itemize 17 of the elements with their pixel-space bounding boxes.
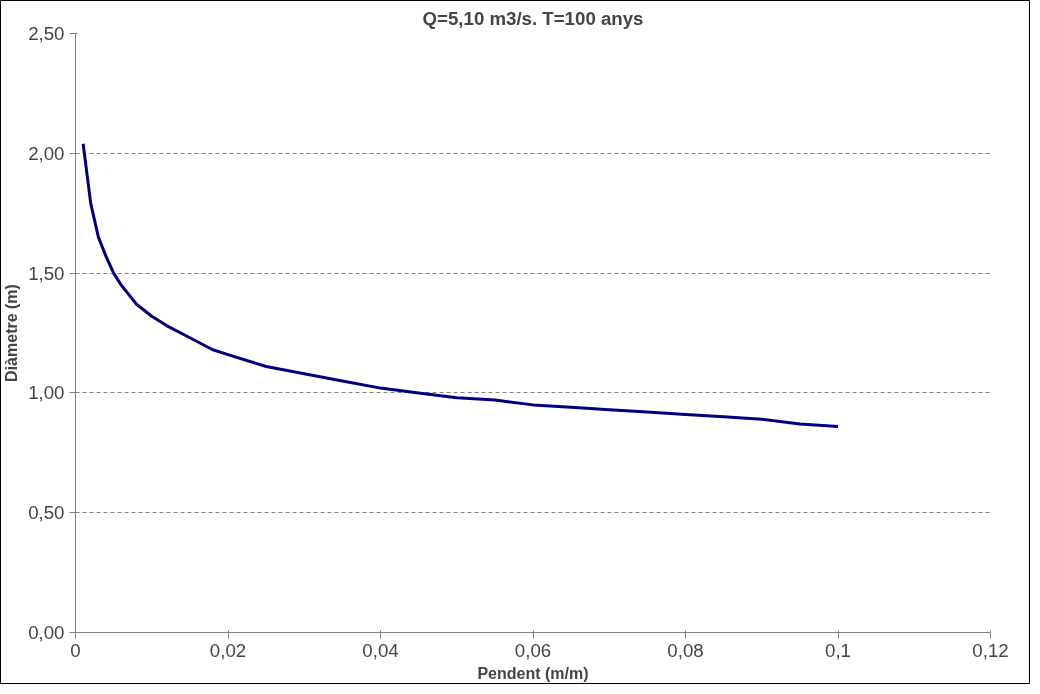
y-tick-label: 2,00 <box>28 142 65 164</box>
x-tick-label: 0,02 <box>209 639 247 661</box>
y-tick-label: 0,50 <box>28 502 65 524</box>
x-tick-label: 0,06 <box>514 639 552 661</box>
x-tick-label: 0 <box>70 639 81 661</box>
y-tick-label: 0,00 <box>28 622 65 643</box>
chart-title: Q=5,10 m3/s. T=100 anys <box>422 7 644 29</box>
x-tick-label: 0,1 <box>825 639 851 661</box>
y-axis-title: Diàmetre (m) <box>3 284 21 382</box>
x-tick-label: 0,12 <box>972 639 1009 661</box>
x-tick-label: 0,04 <box>362 639 399 661</box>
x-axis-title: Pendent (m/m) <box>477 664 589 682</box>
y-tick-label: 1,00 <box>28 382 65 404</box>
x-tick-label: 0,08 <box>667 639 704 661</box>
y-tick-label: 1,50 <box>28 262 65 284</box>
y-tick-label: 2,50 <box>28 23 65 44</box>
line-series <box>81 142 840 428</box>
